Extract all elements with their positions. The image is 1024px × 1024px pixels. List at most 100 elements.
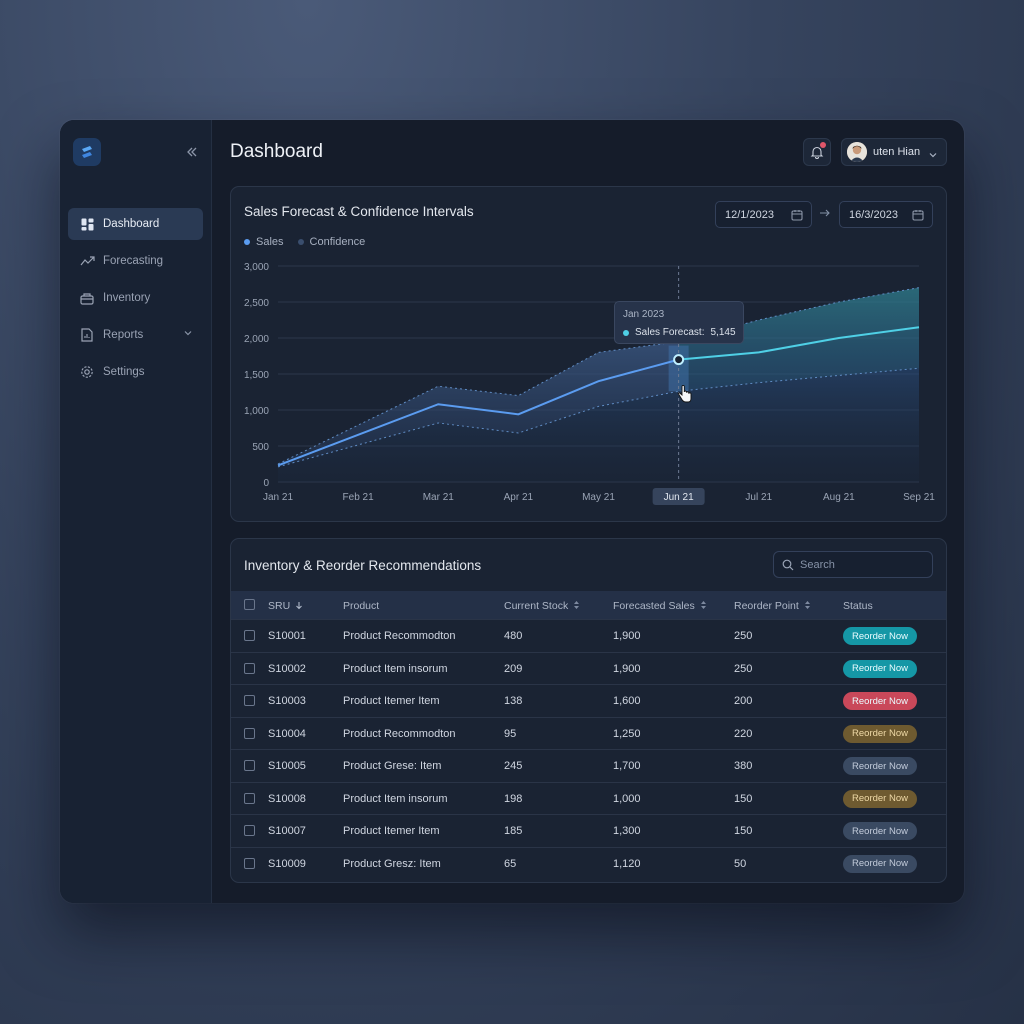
search-box[interactable] xyxy=(773,551,933,578)
cell-forecasted-sales: 1,000 xyxy=(613,793,641,805)
sales-forecast-card: Sales Forecast & Confidence Intervals 12… xyxy=(230,186,947,522)
x-tick-label: May 21 xyxy=(582,492,615,503)
sidebar-item-inventory[interactable]: Inventory xyxy=(68,282,203,314)
x-tick-label: Apr 21 xyxy=(504,492,534,503)
app-window: Dashboard Forecasting Inventory Reports xyxy=(60,120,964,903)
row-checkbox[interactable] xyxy=(244,793,255,804)
cell-product: Product Itemer Item xyxy=(343,695,440,707)
row-checkbox[interactable] xyxy=(244,728,255,739)
sidebar: Dashboard Forecasting Inventory Reports xyxy=(60,120,212,903)
status-badge[interactable]: Reorder Now xyxy=(843,757,917,775)
tooltip-series-label: Sales Forecast: xyxy=(635,327,704,338)
status-badge[interactable]: Reorder Now xyxy=(843,660,917,678)
column-header-product[interactable]: Product xyxy=(343,600,379,612)
table-row[interactable]: S10004 Product Recommodton 95 1,250 220 Reord… xyxy=(231,717,946,749)
avatar xyxy=(847,142,867,162)
user-name: uten Hian xyxy=(873,146,920,158)
tooltip-title: Jan 2023 xyxy=(623,309,664,320)
cell-current-stock: 95 xyxy=(504,728,516,740)
notifications-button[interactable] xyxy=(803,138,831,166)
table-header: SRU Product Current Stock Forecasted Sal… xyxy=(231,591,946,619)
sidebar-item-label: Forecasting xyxy=(103,255,163,267)
cell-reorder-point: 250 xyxy=(734,630,752,642)
column-header-reorder-point[interactable]: Reorder Point xyxy=(734,600,811,612)
cell-current-stock: 209 xyxy=(504,663,522,675)
column-label: Current Stock xyxy=(504,600,568,612)
sidebar-item-settings[interactable]: Settings xyxy=(68,356,203,388)
main-content: Dashboard uten Hian Sales xyxy=(212,120,964,903)
sort-icon xyxy=(700,600,707,612)
hand-cursor-icon xyxy=(677,385,693,405)
status-badge[interactable]: Reorder Now xyxy=(843,627,917,645)
column-header-sku[interactable]: SRU xyxy=(268,600,303,612)
cell-reorder-point: 150 xyxy=(734,825,752,837)
search-input[interactable] xyxy=(800,559,920,571)
row-checkbox[interactable] xyxy=(244,825,255,836)
cell-current-stock: 65 xyxy=(504,858,516,870)
sidebar-item-reports[interactable]: Reports xyxy=(68,319,203,351)
grid-icon xyxy=(79,216,95,232)
x-tick-label: Mar 21 xyxy=(423,492,455,503)
table-row[interactable]: S10005 Product Grese: Item 245 1,700 380 Reor… xyxy=(231,749,946,781)
cell-current-stock: 198 xyxy=(504,793,522,805)
y-tick-label: 3,000 xyxy=(244,262,269,273)
sort-icon xyxy=(804,600,811,612)
sidebar-item-forecasting[interactable]: Forecasting xyxy=(68,245,203,277)
status-badge[interactable]: Reorder Now xyxy=(843,855,917,873)
chevron-down-icon xyxy=(183,328,193,341)
cell-product: Product Itemer Item xyxy=(343,825,440,837)
y-tick-label: 2,500 xyxy=(244,298,269,309)
page-title: Dashboard xyxy=(230,141,323,163)
table-row[interactable]: S10003 Product Itemer Item 138 1,600 200 Reor… xyxy=(231,684,946,716)
collapse-sidebar-button[interactable] xyxy=(182,142,202,162)
row-checkbox[interactable] xyxy=(244,760,255,771)
cell-product: Product Gresz: Item xyxy=(343,858,441,870)
table-row[interactable]: S10008 Product Item insorum 198 1,000 150 Reo… xyxy=(231,782,946,814)
tooltip-swatch xyxy=(623,330,629,336)
x-tick-label: Jan 21 xyxy=(263,492,293,503)
user-menu[interactable]: uten Hian xyxy=(841,138,947,166)
cell-sku: S10008 xyxy=(268,793,306,805)
cell-sku: S10009 xyxy=(268,858,306,870)
cell-forecasted-sales: 1,120 xyxy=(613,858,641,870)
column-label: Reorder Point xyxy=(734,600,799,612)
sidebar-item-label: Settings xyxy=(103,366,145,378)
sidebar-item-dashboard[interactable]: Dashboard xyxy=(68,208,203,240)
status-badge[interactable]: Reorder Now xyxy=(843,692,917,710)
cell-current-stock: 185 xyxy=(504,825,522,837)
row-checkbox[interactable] xyxy=(244,858,255,869)
cell-current-stock: 480 xyxy=(504,630,522,642)
y-tick-label: 1,500 xyxy=(244,370,269,381)
sales-forecast-chart: 0 500 1,000 1,500 2,000 2,500 3,000 Jan 21 Feb 2… xyxy=(231,187,947,522)
cell-sku: S10003 xyxy=(268,695,306,707)
select-all-checkbox[interactable] xyxy=(244,599,255,610)
cell-reorder-point: 220 xyxy=(734,728,752,740)
status-badge[interactable]: Reorder Now xyxy=(843,790,917,808)
app-logo[interactable] xyxy=(73,138,101,166)
document-icon xyxy=(79,327,95,343)
cell-reorder-point: 50 xyxy=(734,858,746,870)
column-header-current-stock[interactable]: Current Stock xyxy=(504,600,580,612)
row-checkbox[interactable] xyxy=(244,663,255,674)
table-row[interactable]: S10007 Product Itemer Item 185 1,300 150 Reor… xyxy=(231,814,946,846)
cell-sku: S10001 xyxy=(268,630,306,642)
status-badge[interactable]: Reorder Now xyxy=(843,725,917,743)
table-row[interactable]: S10002 Product Item insorum 209 1,900 250 Reo… xyxy=(231,652,946,684)
column-header-forecasted-sales[interactable]: Forecasted Sales xyxy=(613,600,707,612)
cell-product: Product Grese: Item xyxy=(343,760,441,772)
inventory-card: Inventory & Reorder Recommendations SRU xyxy=(230,538,947,883)
data-point-highlighted xyxy=(674,355,683,364)
table-row[interactable]: S10001 Product Recommodton 480 1,900 250 Reor… xyxy=(231,619,946,651)
column-header-status[interactable]: Status xyxy=(843,600,873,612)
sidebar-nav: Dashboard Forecasting Inventory Reports xyxy=(68,208,203,393)
row-checkbox[interactable] xyxy=(244,695,255,706)
double-chevron-left-icon xyxy=(186,146,198,158)
table-row[interactable]: S10009 Product Gresz: Item 65 1,120 50 Reorde… xyxy=(231,847,946,879)
status-badge[interactable]: Reorder Now xyxy=(843,822,917,840)
table-title: Inventory & Reorder Recommendations xyxy=(244,558,481,573)
cell-forecasted-sales: 1,900 xyxy=(613,630,641,642)
y-tick-label: 0 xyxy=(263,478,269,489)
cell-forecasted-sales: 1,250 xyxy=(613,728,641,740)
row-checkbox[interactable] xyxy=(244,630,255,641)
sort-icon xyxy=(573,600,580,612)
